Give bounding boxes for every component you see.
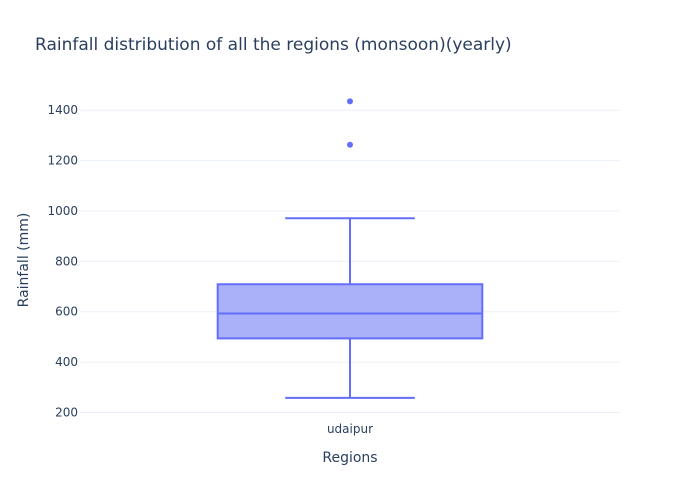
y-tick-label: 600 bbox=[55, 305, 78, 319]
y-tick-label: 800 bbox=[55, 254, 78, 268]
x-tick-labels: udaipur bbox=[327, 422, 373, 436]
x-tick-label: udaipur bbox=[327, 422, 373, 436]
x-axis-title: Regions bbox=[322, 450, 377, 466]
y-tick-label: 1000 bbox=[47, 204, 78, 218]
iqr-box bbox=[216, 283, 484, 340]
box-plot-series bbox=[216, 98, 484, 399]
outlier-point bbox=[347, 141, 353, 148]
y-tick-labels: 200 400 600 800 1000 1200 1400 bbox=[47, 103, 78, 419]
y-tick-label: 200 bbox=[55, 405, 78, 419]
outlier-point bbox=[347, 98, 353, 105]
y-axis-title: Rainfall (mm) bbox=[16, 213, 32, 308]
chart-title: Rainfall distribution of all the regions… bbox=[35, 35, 512, 55]
y-tick-label: 1200 bbox=[47, 154, 78, 168]
y-tick-label: 400 bbox=[55, 355, 78, 369]
y-tick-label: 1400 bbox=[47, 103, 78, 117]
